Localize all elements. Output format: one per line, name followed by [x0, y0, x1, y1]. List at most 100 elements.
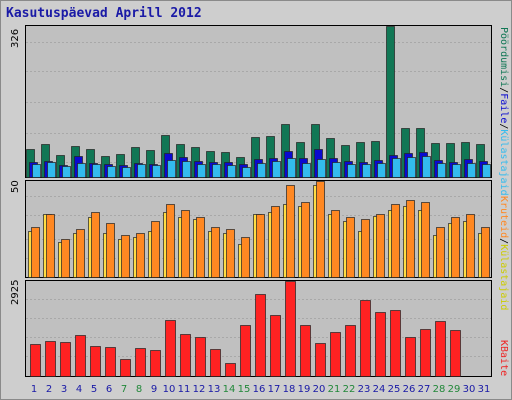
bandwidth-bar-day-22: [346, 217, 355, 278]
hits-bar-day-30: [467, 163, 476, 178]
hits-bar-day-20: [317, 159, 326, 178]
traffic-bar-day-5: [90, 346, 101, 377]
bandwidth-label: Kruteid: [498, 196, 509, 238]
visits-bar-day-25: [386, 26, 395, 178]
hits-bar-day-16: [257, 163, 266, 178]
day-label-15: 15: [238, 384, 251, 395]
traffic-bar-day-23: [360, 300, 371, 377]
hits-bar-day-5: [92, 164, 101, 178]
hits-bar-day-29: [452, 164, 461, 178]
hits-bar-day-13: [212, 164, 221, 178]
bandwidth-bar-day-14: [226, 229, 235, 278]
bandwidth-bar-day-29: [451, 217, 460, 278]
traffic-bar-day-28: [435, 321, 446, 377]
hits-bar-day-22: [347, 164, 356, 178]
day-label-20: 20: [313, 384, 326, 395]
bandwidth-bar-day-6: [106, 223, 115, 278]
hits-bar-day-10: [167, 160, 176, 178]
hits-bar-day-9: [152, 165, 161, 178]
traffic-bar-day-27: [420, 329, 431, 377]
hits-bar-day-14: [227, 165, 236, 178]
bandwidth-bar-day-4: [76, 229, 85, 278]
bandwidth-bar-day-16: [256, 214, 265, 278]
day-label-11: 11: [178, 384, 191, 395]
traffic-bar-day-7: [120, 359, 131, 377]
bandwidth-bar-day-31: [481, 227, 490, 278]
hits-bar-day-15: [242, 167, 251, 178]
hits-bar-day-2: [47, 162, 56, 178]
hits-bar-day-3: [62, 166, 71, 178]
day-label-5: 5: [91, 384, 97, 395]
traffic-bar-day-16: [255, 294, 266, 377]
day-label-19: 19: [298, 384, 311, 395]
bandwidth-bar-day-28: [436, 227, 445, 278]
bandwidth-bar-day-20: [316, 181, 325, 278]
files-label: Külastajaid: [498, 244, 509, 310]
hits-bar-day-4: [77, 163, 86, 178]
bandwidth-bar-day-23: [361, 219, 370, 278]
middle-series-labels: Kruteid/Külastajaid: [498, 196, 509, 310]
day-label-18: 18: [283, 384, 296, 395]
day-label-7: 7: [121, 384, 127, 395]
bandwidth-bar-day-8: [136, 233, 145, 278]
bandwidth-bar-day-3: [61, 239, 70, 278]
traffic-bar-day-19: [300, 325, 311, 377]
visits-label: Pöördumisi: [498, 27, 509, 87]
hits-bar-day-17: [272, 161, 281, 178]
traffic-bar-day-8: [135, 348, 146, 377]
hits-bar-day-23: [362, 164, 371, 178]
bandwidth-bar-day-15: [241, 237, 250, 278]
traffic-bar-day-24: [375, 312, 386, 377]
bars-layer: [26, 26, 491, 377]
chart-title: Kasutuspäevad Aprill 2012: [6, 6, 202, 21]
bandwidth-bar-day-25: [391, 204, 400, 278]
hits-bar-day-21: [332, 162, 341, 178]
bandwidth-bar-day-1: [31, 227, 40, 278]
day-label-8: 8: [136, 384, 142, 395]
traffic-bar-day-29: [450, 330, 461, 377]
bandwidth-bar-day-9: [151, 221, 160, 278]
bandwidth-bar-day-2: [46, 214, 55, 278]
day-label-14: 14: [223, 384, 236, 395]
day-label-22: 22: [343, 384, 356, 395]
day-label-6: 6: [106, 384, 112, 395]
bandwidth-bar-day-30: [466, 214, 475, 278]
hits-bar-day-11: [182, 161, 191, 178]
day-label-17: 17: [268, 384, 281, 395]
day-label-16: 16: [253, 384, 266, 395]
top-series-labels: Pöördumisi/Faile/Külastajaid: [498, 27, 509, 196]
hits-bar-day-27: [422, 156, 431, 178]
hits-bar-day-25: [392, 158, 401, 178]
bandwidth-bar-day-5: [91, 212, 100, 278]
hits-bar-day-19: [302, 163, 311, 178]
bandwidth-bar-day-24: [376, 214, 385, 278]
hits-bar-day-1: [32, 164, 41, 178]
traffic-bar-day-15: [240, 325, 251, 377]
day-label-13: 13: [208, 384, 221, 395]
bandwidth-bar-day-17: [271, 206, 280, 278]
bandwidth-bar-day-18: [286, 185, 295, 278]
middle-ytick-label: 50: [10, 180, 21, 193]
pages-label: Faile: [498, 93, 509, 123]
hits-bar-day-6: [107, 166, 116, 178]
hits-bar-day-7: [122, 167, 131, 178]
traffic-bar-day-22: [345, 325, 356, 377]
bandwidth-bar-day-11: [181, 210, 190, 278]
day-label-24: 24: [373, 384, 386, 395]
traffic-bar-day-26: [405, 337, 416, 377]
day-label-3: 3: [61, 384, 67, 395]
bandwidth-bar-day-21: [331, 210, 340, 278]
day-label-12: 12: [193, 384, 206, 395]
day-label-31: 31: [478, 384, 491, 395]
day-label-27: 27: [418, 384, 431, 395]
bandwidth-bar-day-26: [406, 200, 415, 278]
top-ytick-label: 326: [10, 29, 21, 48]
hits-bar-day-8: [137, 164, 146, 178]
day-labels: 1 2 3 4 5 6 7 8 9 10 11 12 13 14 15 16 17 18 19 20 21 22 23 24 2…: [31, 384, 491, 395]
traffic-bar-day-21: [330, 332, 341, 377]
bandwidth-bar-day-12: [196, 217, 205, 278]
traffic-bar-day-4: [75, 335, 86, 377]
traffic-bar-day-6: [105, 347, 116, 377]
traffic-bar-day-25: [390, 310, 401, 377]
